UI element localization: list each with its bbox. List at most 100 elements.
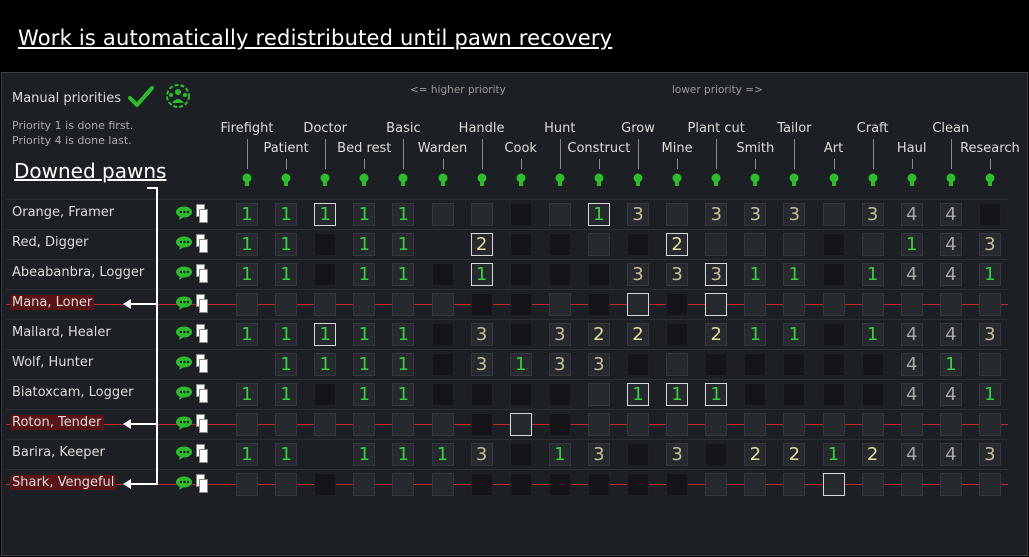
priority-cell-haul[interactable]: 4 — [900, 203, 923, 226]
priority-cell-bed-rest[interactable]: 1 — [353, 203, 376, 226]
pawn-name[interactable]: Mallard, Healer — [12, 325, 111, 340]
priority-cell-basic[interactable]: 1 — [392, 443, 415, 466]
priority-cell-hunt[interactable] — [548, 263, 571, 286]
priority-cell-cook[interactable] — [509, 293, 532, 316]
priority-cell-construct[interactable] — [587, 263, 610, 286]
priority-cell-patient[interactable] — [275, 473, 298, 496]
pawn-name[interactable]: Abeabanbra, Logger — [12, 265, 145, 280]
priority-cell-art[interactable] — [822, 233, 845, 256]
priority-cell-construct[interactable] — [587, 413, 610, 436]
priority-cell-plant-cut[interactable]: 1 — [705, 383, 728, 406]
copy-paste-icon[interactable] — [196, 384, 208, 403]
priority-cell-basic[interactable]: 1 — [392, 353, 415, 376]
copy-paste-icon[interactable] — [196, 444, 208, 463]
priority-cell-grow[interactable]: 2 — [627, 323, 649, 346]
speech-bubble-icon[interactable] — [176, 266, 193, 280]
priority-cell-haul[interactable]: 4 — [900, 383, 923, 406]
priority-cell-basic[interactable]: 1 — [392, 203, 415, 226]
pawn-name[interactable]: Roton, Tender — [10, 415, 104, 430]
priority-cell-bed-rest[interactable]: 1 — [353, 353, 376, 376]
lightbulb-icon[interactable] — [672, 173, 682, 187]
priority-cell-patient[interactable]: 1 — [275, 443, 298, 466]
priority-cell-handle[interactable] — [470, 413, 493, 436]
priority-cell-art[interactable] — [822, 323, 845, 346]
priority-cell-art[interactable] — [822, 473, 845, 496]
lightbulb-icon[interactable] — [242, 173, 252, 187]
priority-cell-hunt[interactable]: 1 — [548, 443, 571, 466]
priority-cell-firefight[interactable]: 1 — [236, 263, 258, 286]
column-header-grow[interactable]: Grow — [621, 121, 655, 136]
priority-cell-research[interactable]: 3 — [978, 323, 1001, 346]
column-header-plant-cut[interactable]: Plant cut — [687, 121, 745, 136]
priority-cell-construct[interactable] — [587, 473, 610, 496]
priority-cell-bed-rest[interactable]: 1 — [353, 383, 376, 406]
column-header-cook[interactable]: Cook — [504, 141, 537, 156]
priority-cell-haul[interactable] — [900, 473, 923, 496]
column-header-clean[interactable]: Clean — [932, 121, 970, 136]
priority-cell-doctor[interactable]: 1 — [314, 353, 337, 376]
priority-cell-art[interactable] — [822, 383, 845, 406]
priority-cell-tailor[interactable] — [783, 383, 806, 406]
speech-bubble-icon[interactable] — [176, 356, 193, 370]
priority-cell-bed-rest[interactable]: 1 — [353, 263, 376, 286]
priority-cell-handle[interactable] — [470, 383, 493, 406]
priority-cell-cook[interactable] — [509, 443, 532, 466]
pawn-name[interactable]: Orange, Framer — [12, 205, 115, 220]
priority-cell-warden[interactable] — [431, 383, 454, 406]
copy-paste-icon[interactable] — [196, 354, 208, 373]
priority-cell-plant-cut[interactable] — [705, 233, 728, 256]
priority-cell-mine[interactable]: 2 — [666, 233, 689, 256]
priority-cell-mine[interactable]: 3 — [666, 443, 689, 466]
priority-cell-doctor[interactable] — [314, 383, 337, 406]
pawn-name[interactable]: Shark, Vengeful — [10, 475, 117, 490]
priority-cell-craft[interactable] — [861, 473, 884, 496]
lightbulb-icon[interactable] — [398, 173, 408, 187]
pawn-name[interactable]: Wolf, Hunter — [12, 355, 94, 370]
priority-cell-basic[interactable]: 1 — [392, 233, 415, 256]
priority-cell-clean[interactable]: 4 — [939, 443, 962, 466]
priority-cell-tailor[interactable] — [783, 353, 806, 376]
priority-cell-warden[interactable]: 1 — [431, 443, 454, 466]
lightbulb-icon[interactable] — [907, 173, 917, 187]
priority-cell-smith[interactable] — [744, 413, 767, 436]
priority-cell-clean[interactable]: 4 — [939, 233, 962, 256]
priority-cell-tailor[interactable]: 2 — [783, 443, 806, 466]
priority-cell-doctor[interactable] — [314, 233, 337, 256]
priority-cell-firefight[interactable]: 1 — [236, 203, 258, 226]
priority-cell-handle[interactable]: 3 — [470, 443, 493, 466]
priority-cell-hunt[interactable]: 3 — [548, 353, 571, 376]
priority-cell-firefight[interactable]: 1 — [236, 443, 258, 466]
priority-cell-craft[interactable] — [861, 353, 884, 376]
priority-cell-smith[interactable] — [744, 383, 767, 406]
priority-cell-bed-rest[interactable] — [353, 473, 376, 496]
priority-cell-construct[interactable] — [587, 293, 610, 316]
priority-cell-mine[interactable]: 3 — [666, 263, 689, 286]
priority-cell-art[interactable] — [822, 413, 845, 436]
priority-cell-smith[interactable]: 2 — [744, 443, 767, 466]
priority-cell-research[interactable] — [978, 413, 1001, 436]
priority-cell-research[interactable] — [978, 203, 1001, 226]
priority-cell-grow[interactable] — [627, 353, 649, 376]
priority-cell-craft[interactable] — [861, 383, 884, 406]
lightbulb-icon[interactable] — [594, 173, 604, 187]
column-header-hunt[interactable]: Hunt — [544, 121, 576, 136]
priority-cell-bed-rest[interactable] — [353, 413, 376, 436]
copy-paste-icon[interactable] — [196, 234, 208, 253]
priority-cell-research[interactable]: 1 — [978, 263, 1001, 286]
priority-cell-hunt[interactable]: 3 — [548, 323, 571, 346]
priority-cell-cook[interactable] — [509, 473, 532, 496]
lightbulb-icon[interactable] — [985, 173, 995, 187]
lightbulb-icon[interactable] — [711, 173, 721, 187]
priority-cell-clean[interactable]: 4 — [939, 203, 962, 226]
lightbulb-icon[interactable] — [750, 173, 760, 187]
priority-cell-smith[interactable] — [744, 293, 767, 316]
priority-cell-firefight[interactable]: 1 — [236, 383, 258, 406]
priority-cell-construct[interactable] — [587, 233, 610, 256]
priority-cell-handle[interactable] — [470, 473, 493, 496]
speech-bubble-icon[interactable] — [176, 416, 193, 430]
priority-cell-bed-rest[interactable]: 1 — [353, 443, 376, 466]
priority-cell-plant-cut[interactable] — [705, 353, 728, 376]
priority-cell-cook[interactable] — [509, 203, 532, 226]
priority-cell-patient[interactable]: 1 — [275, 383, 298, 406]
lightbulb-icon[interactable] — [633, 173, 643, 187]
